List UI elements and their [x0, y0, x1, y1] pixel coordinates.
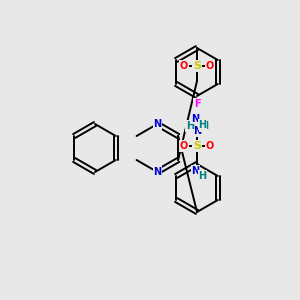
Text: H: H	[199, 119, 207, 130]
Text: S: S	[193, 61, 201, 71]
Text: O: O	[206, 141, 214, 151]
Text: N: N	[191, 166, 200, 176]
Text: F: F	[194, 99, 200, 109]
Text: N: N	[193, 126, 201, 136]
Text: H: H	[186, 121, 194, 131]
Text: S: S	[193, 141, 201, 151]
Text: O: O	[206, 61, 214, 71]
Text: H: H	[199, 171, 207, 181]
Text: N: N	[153, 167, 161, 177]
Text: O: O	[180, 141, 188, 151]
Text: O: O	[180, 61, 188, 71]
Text: H: H	[200, 121, 208, 131]
Text: N: N	[153, 119, 161, 129]
Text: N: N	[191, 113, 200, 124]
